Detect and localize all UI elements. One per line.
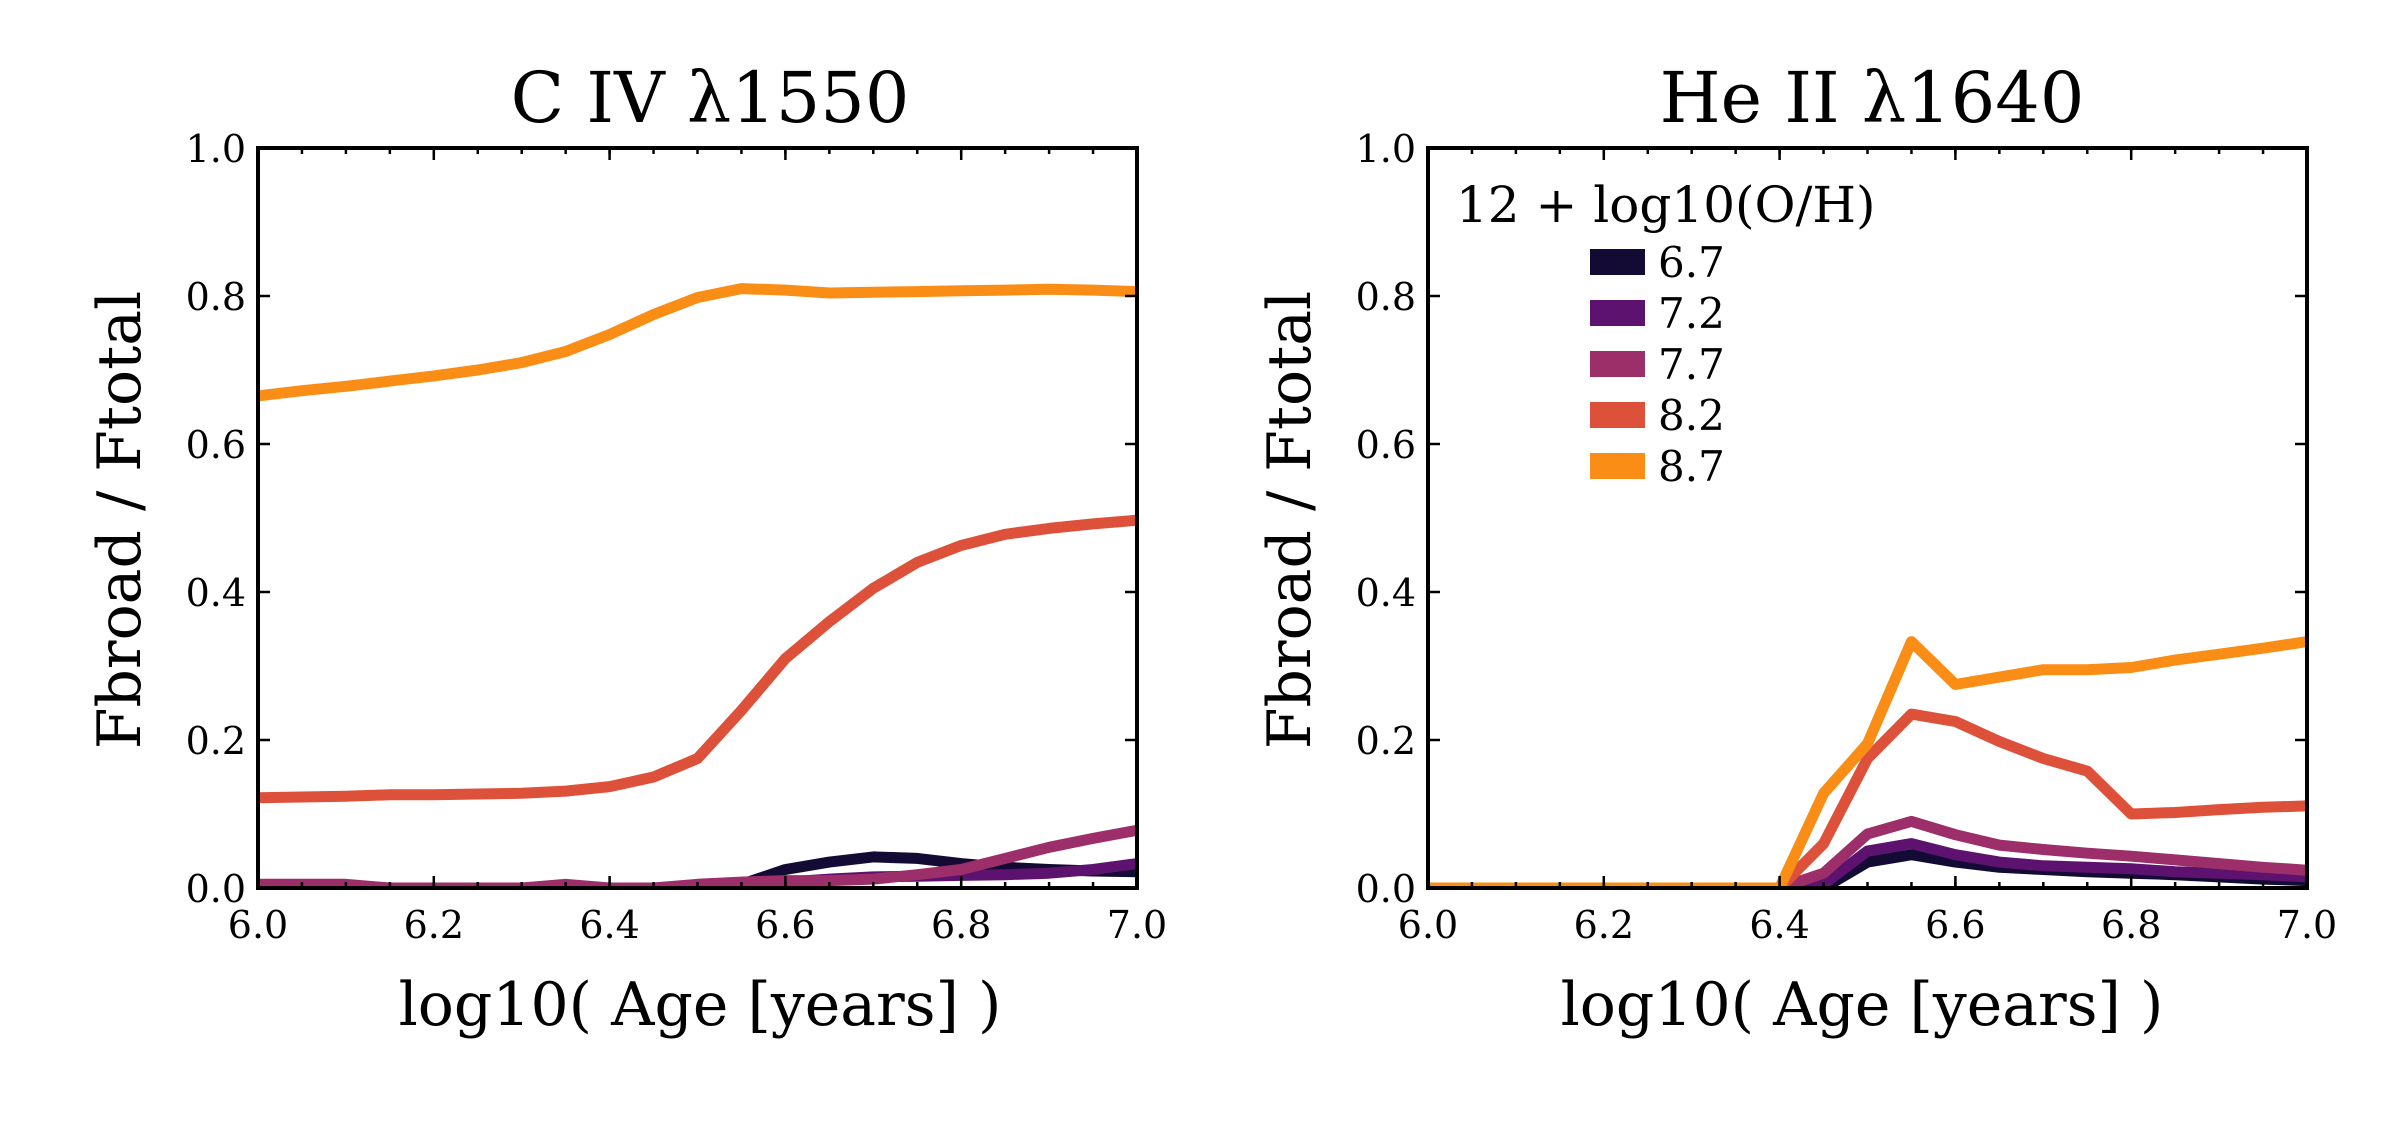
legend-label-6-7: 6.7 <box>1658 238 1725 287</box>
civ-axes-frame <box>256 146 1139 890</box>
heii-series-line-8-7 <box>1428 636 2307 888</box>
civ-x-tick-label: 6.6 <box>755 903 815 947</box>
civ-x-tick-label: 6.0 <box>228 903 288 947</box>
heii-axes-frame <box>1426 146 2309 890</box>
heii-plot-area: 6.0 6.2 6.4 6.6 6.8 7.0 0.0 0.2 0.4 0.6 0.8 1.0 <box>1356 127 2338 947</box>
heii-y-tick-label: 0.6 <box>1356 423 1416 467</box>
heii-x-tick-label: 6.6 <box>1925 903 1985 947</box>
legend: 12 + log10(O/H) 6.77.27.78.28.7 <box>1456 176 1875 491</box>
heii-x-tick-label: 7.0 <box>2277 903 2337 947</box>
legend-label-8-2: 8.2 <box>1658 391 1725 440</box>
legend-swatch-6-7 <box>1590 249 1645 275</box>
legend-title: 12 + log10(O/H) <box>1456 176 1875 234</box>
heii-x-tick-label: 6.0 <box>1398 903 1458 947</box>
civ-x-tick-label: 7.0 <box>1107 903 1167 947</box>
legend-label-7-2: 7.2 <box>1658 289 1725 338</box>
civ-y-tick-label: 0.8 <box>186 275 246 319</box>
civ-y-tick-label: 0.4 <box>186 571 246 615</box>
legend-swatch-7-2 <box>1590 300 1645 326</box>
civ-series-line-7-2 <box>258 858 1137 888</box>
civ-y-tick-label: 0.2 <box>186 719 246 763</box>
civ-series-line-8-2 <box>258 514 1137 804</box>
legend-swatch-8-2 <box>1590 402 1645 428</box>
civ-chart-title: C IV λ1550 <box>511 57 910 139</box>
heii-panel: He II λ1640 log10( Age [years] ) Fbroad … <box>1255 57 2337 1040</box>
legend-label-8-7: 8.7 <box>1658 442 1725 491</box>
legend-label-7-7: 7.7 <box>1658 340 1725 389</box>
heii-x-tick-label: 6.4 <box>1749 903 1809 947</box>
legend-swatch-7-7 <box>1590 351 1645 377</box>
civ-series-group <box>258 283 1137 888</box>
heii-series-group <box>1428 636 2307 888</box>
heii-x-axis-label: log10( Age [years] ) <box>1561 970 2164 1040</box>
heii-y-tick-label: 0.8 <box>1356 275 1416 319</box>
heii-chart-title: He II λ1640 <box>1660 57 2085 139</box>
heii-y-tick-label: 0.0 <box>1356 867 1416 911</box>
civ-series-line-8-7 <box>258 283 1137 402</box>
heii-series-line-8-2 <box>1428 708 2307 888</box>
heii-y-axis-label: Fbroad / Ftotal <box>1255 291 1325 749</box>
civ-plot-area: 6.0 6.2 6.4 6.6 6.8 7.0 0.0 0.2 0.4 0.6 0.8 1.0 <box>186 127 1168 947</box>
civ-x-tick-label: 6.4 <box>579 903 639 947</box>
heii-y-tick-label: 0.4 <box>1356 571 1416 615</box>
heii-series-line-7-7 <box>1428 815 2307 888</box>
civ-x-tick-label: 6.8 <box>931 903 991 947</box>
civ-y-tick-label: 1.0 <box>186 127 246 171</box>
civ-panel: C IV λ1550 log10( Age [years] ) Fbroad /… <box>85 57 1167 1040</box>
heii-series-line-7-2 <box>1428 838 2307 888</box>
heii-y-tick-label: 0.2 <box>1356 719 1416 763</box>
civ-x-axis-label: log10( Age [years] ) <box>399 970 1002 1040</box>
heii-x-tick-label: 6.2 <box>1574 903 1634 947</box>
civ-y-axis-label: Fbroad / Ftotal <box>85 291 155 749</box>
civ-y-tick-label: 0.6 <box>186 423 246 467</box>
civ-y-tick-label: 0.0 <box>186 867 246 911</box>
heii-x-tick-label: 6.8 <box>2101 903 2161 947</box>
civ-x-tick-label: 6.2 <box>404 903 464 947</box>
legend-swatch-8-7 <box>1590 453 1645 479</box>
heii-y-tick-label: 1.0 <box>1356 127 1416 171</box>
